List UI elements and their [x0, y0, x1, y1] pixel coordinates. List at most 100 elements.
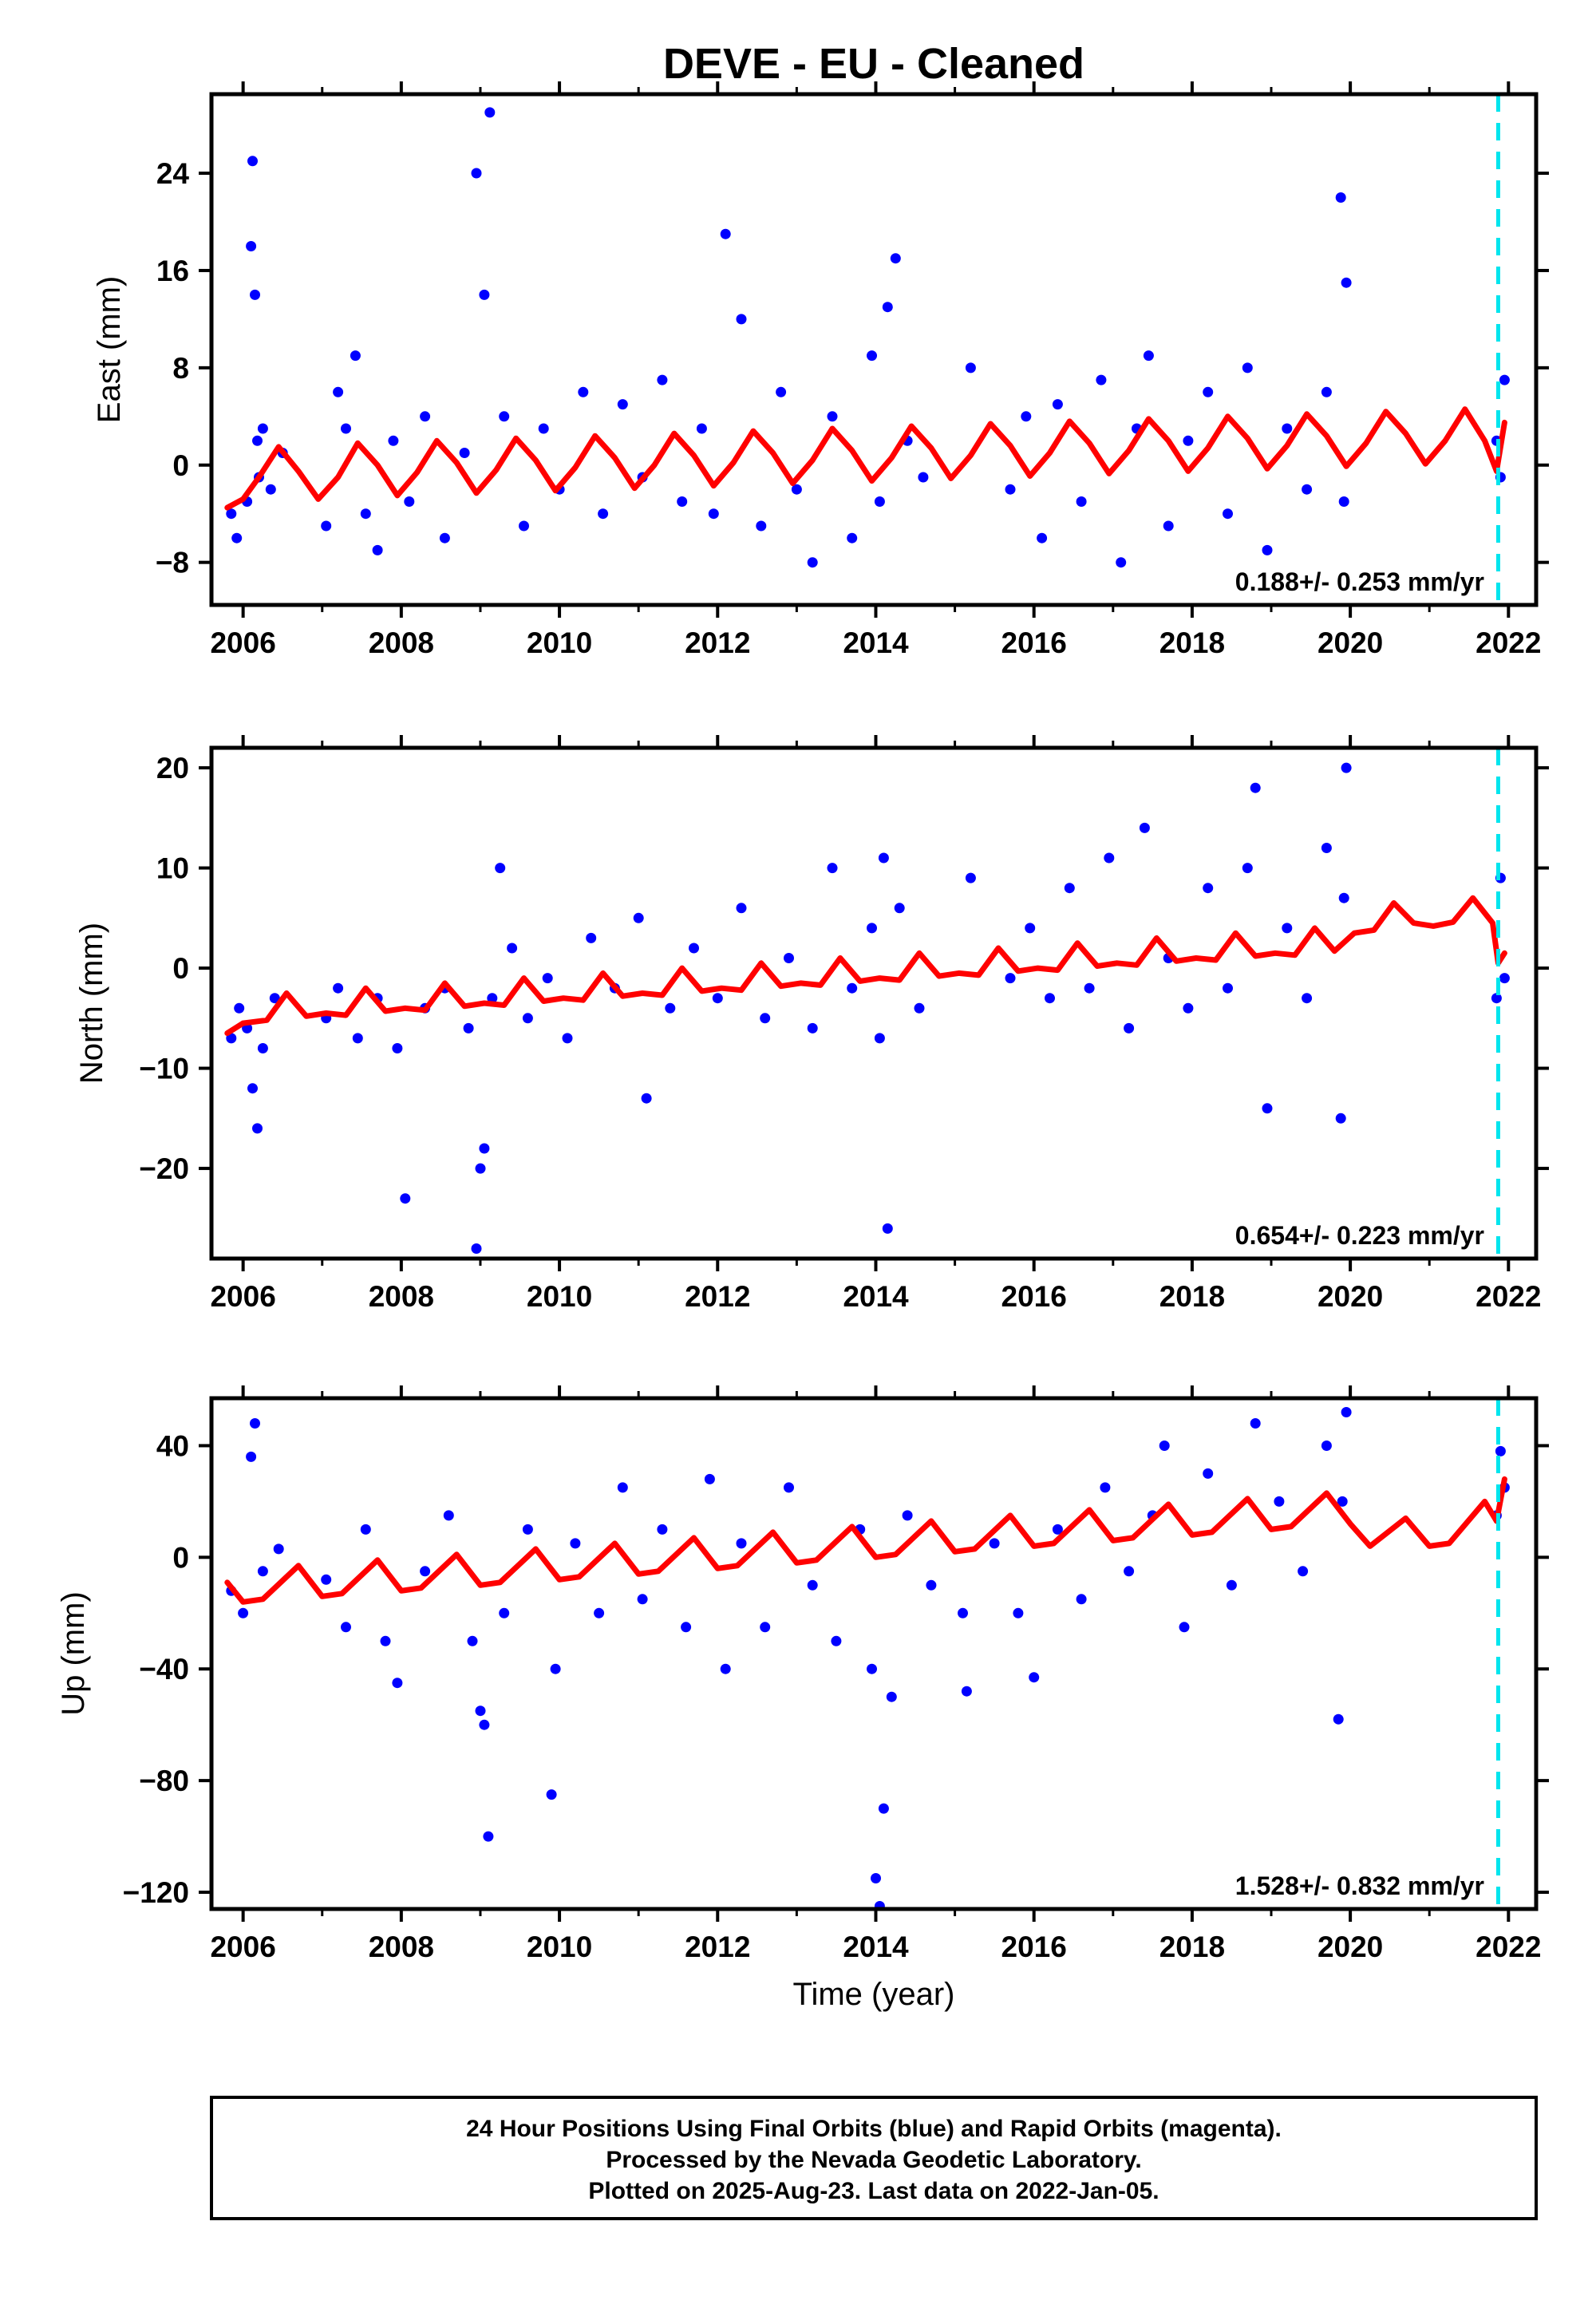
data-point [918, 472, 929, 483]
data-point [736, 903, 747, 914]
rate-label: 0.654+/- 0.223 mm/yr [1235, 1221, 1484, 1250]
x-tick-label: 2014 [843, 626, 909, 659]
data-point [570, 1538, 581, 1549]
x-tick-label: 2018 [1159, 626, 1225, 659]
data-point [807, 557, 818, 568]
data-point [507, 943, 518, 954]
data-point [586, 932, 597, 943]
data-point [226, 508, 237, 520]
data-point [463, 1022, 474, 1034]
data-point [479, 1143, 490, 1154]
data-point [882, 1223, 893, 1234]
data-point [720, 1663, 731, 1674]
data-point [965, 362, 976, 373]
y-tick-label: 0 [172, 449, 189, 482]
data-point [1338, 892, 1349, 903]
data-point [1179, 1622, 1190, 1633]
fit-line [224, 406, 1507, 511]
data-point [867, 923, 877, 934]
x-tick-label: 2014 [843, 1931, 909, 1963]
data-point [914, 1002, 925, 1014]
data-point [1274, 1496, 1285, 1507]
data-point [1104, 852, 1115, 864]
data-point [594, 1607, 605, 1618]
data-point [234, 1002, 245, 1014]
data-point [252, 435, 263, 446]
data-point [471, 1243, 482, 1254]
data-point [1499, 374, 1510, 385]
data-point [756, 520, 767, 532]
x-tick-label: 2022 [1476, 1280, 1541, 1313]
data-point [1076, 496, 1087, 507]
footer-line-3: Plotted on 2025-Aug-23. Last data on 202… [588, 2178, 1159, 2204]
data-point [1203, 883, 1214, 894]
data-point [1338, 496, 1349, 507]
data-point [1242, 362, 1253, 373]
data-point [1124, 1566, 1135, 1577]
data-point [257, 1043, 268, 1053]
data-point [1242, 863, 1253, 874]
data-point [1341, 277, 1352, 288]
x-tick-label: 2022 [1476, 626, 1541, 659]
data-point [1052, 1524, 1063, 1535]
data-point [847, 532, 858, 543]
data-point [1341, 762, 1352, 773]
data-point [677, 496, 688, 507]
data-point [1005, 484, 1016, 495]
data-point [665, 1002, 676, 1014]
data-point [484, 107, 496, 118]
data-point [265, 484, 276, 495]
data-point [867, 1663, 877, 1674]
data-point [519, 520, 529, 532]
data-point [522, 1524, 533, 1535]
data-point [1005, 973, 1016, 984]
data-point [791, 484, 802, 495]
y-tick-label: 8 [172, 352, 189, 385]
data-point [443, 1510, 454, 1521]
data-point [1037, 532, 1048, 543]
x-tick-label: 2012 [685, 1931, 750, 1963]
data-point [333, 982, 344, 994]
data-point [696, 423, 707, 434]
data-point [1084, 982, 1095, 994]
data-point [380, 1635, 391, 1646]
data-point [246, 1451, 257, 1462]
data-point [1064, 883, 1075, 894]
data-point [886, 1691, 897, 1702]
data-point [902, 1510, 913, 1521]
data-point [522, 1013, 533, 1024]
data-point [657, 1524, 668, 1535]
data-point [1076, 1594, 1087, 1605]
data-point [1223, 982, 1233, 994]
data-point [231, 532, 243, 543]
data-point [961, 1686, 972, 1697]
data-point [681, 1622, 692, 1633]
data-point [247, 1083, 258, 1094]
x-tick-label: 2008 [369, 1280, 434, 1313]
data-point [1250, 1418, 1261, 1429]
data-point [487, 993, 498, 1004]
data-point [989, 1538, 1000, 1549]
data-point [708, 508, 719, 520]
data-point [1337, 1496, 1348, 1507]
x-tick-label: 2006 [210, 626, 275, 659]
data-point [1139, 822, 1150, 833]
y-tick-label: 16 [156, 255, 189, 287]
data-point [784, 1482, 794, 1493]
x-tick-label: 2010 [527, 1280, 592, 1313]
data-point [657, 374, 668, 385]
y-tick-label: −80 [139, 1765, 189, 1797]
data-point [878, 852, 889, 864]
data-point [1282, 923, 1293, 934]
data-point [499, 411, 510, 422]
data-point [459, 448, 470, 458]
y-tick-label: 40 [156, 1429, 189, 1462]
data-point [1250, 782, 1261, 793]
data-point [633, 912, 644, 923]
rate-label: 0.188+/- 0.253 mm/yr [1235, 567, 1484, 596]
data-point [350, 350, 361, 362]
data-point [874, 1033, 885, 1044]
x-tick-label: 2012 [685, 1280, 750, 1313]
data-point [689, 943, 699, 954]
